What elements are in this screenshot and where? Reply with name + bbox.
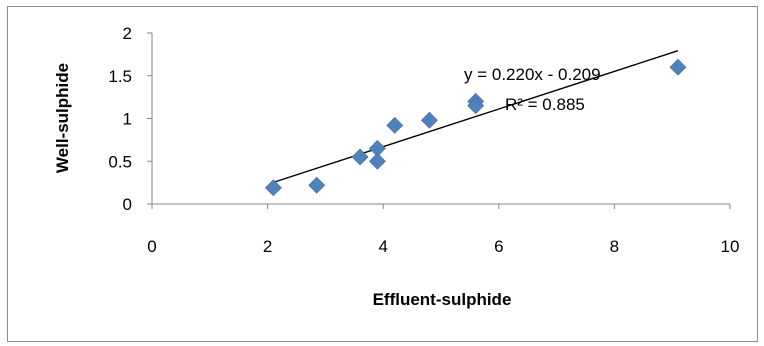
data-point xyxy=(386,116,404,134)
y-tick-label: 1 xyxy=(123,110,132,129)
y-axis-title: Well-sulphide xyxy=(53,63,72,173)
y-tick-label: 0 xyxy=(123,195,132,214)
x-axis-title: Effluent-sulphide xyxy=(373,290,512,309)
x-tick-label: 6 xyxy=(494,237,503,256)
data-point xyxy=(421,111,438,129)
trendline-group xyxy=(273,50,679,184)
trendline xyxy=(273,50,679,184)
y-tick-label: 2 xyxy=(123,24,132,43)
r-squared-label: R² = 0.885 xyxy=(505,95,585,114)
data-points xyxy=(264,58,687,197)
chart-area xyxy=(7,6,758,342)
x-tick-label: 8 xyxy=(610,237,619,256)
data-point xyxy=(351,148,369,166)
axes: 0 0.5 1 1.5 2 0 2 4 6 8 10 xyxy=(108,24,739,256)
data-point xyxy=(368,152,386,170)
x-tick-label: 4 xyxy=(378,237,387,256)
x-tick-label: 10 xyxy=(721,237,740,256)
trendline-equation: y = 0.220x - 0.209 xyxy=(464,65,601,84)
data-point xyxy=(264,179,282,197)
y-tick-label: 0.5 xyxy=(108,152,132,171)
data-point xyxy=(669,58,687,76)
x-tick-label: 2 xyxy=(263,237,272,256)
data-point xyxy=(467,97,485,115)
x-tick-label: 0 xyxy=(147,237,156,256)
data-point xyxy=(308,176,326,194)
y-tick-label: 1.5 xyxy=(108,67,132,86)
